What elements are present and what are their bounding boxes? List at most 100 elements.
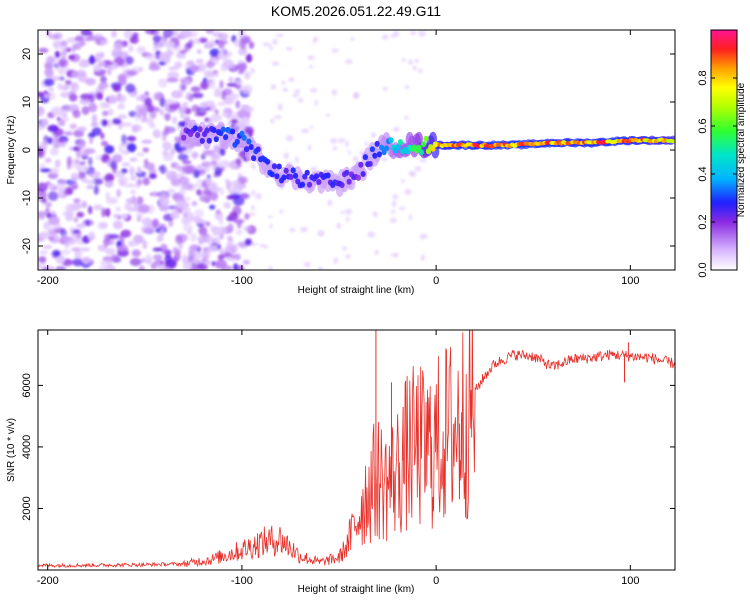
noise-blob [110, 237, 116, 246]
noise-blob [255, 193, 262, 200]
ridge-cell [418, 149, 424, 156]
noise-blob [235, 158, 242, 165]
noise-blob [210, 104, 216, 112]
noise-blob [44, 67, 54, 78]
noise-blob [152, 247, 163, 252]
noise-blob [121, 134, 127, 144]
noise-blob [285, 135, 294, 142]
ridge-cell [239, 130, 245, 137]
noise-blob [282, 87, 288, 92]
noise-blob [130, 175, 137, 181]
noise-blob [147, 117, 154, 127]
noise-blob [100, 140, 109, 147]
noise-blob [152, 190, 157, 197]
noise-blob [60, 249, 72, 255]
noise-blob [167, 71, 180, 79]
noise-blob [193, 38, 201, 45]
noise-blob [190, 86, 201, 93]
noise-blob [198, 226, 208, 236]
spectrogram-y-tick-label: -10 [21, 190, 33, 206]
noise-blob [152, 129, 161, 139]
snr-y-ticks: 2000 4000 6000 [21, 373, 675, 521]
noise-blob [181, 165, 193, 175]
noise-blob [215, 209, 221, 215]
noise-blob [38, 106, 45, 116]
noise-blob [121, 168, 128, 174]
noise-blob [149, 111, 157, 119]
noise-blob [210, 113, 222, 123]
noise-blob [348, 150, 351, 155]
noise-blob [414, 58, 419, 63]
noise-blob [162, 152, 174, 162]
noise-blob [137, 166, 142, 174]
noise-blob [59, 44, 69, 52]
noise-blob [149, 173, 157, 180]
noise-blob [393, 126, 400, 132]
noise-blob [210, 191, 218, 202]
noise-blob [392, 194, 398, 200]
ridge-cell [325, 172, 331, 179]
noise-blob [182, 182, 193, 191]
noise-blob [393, 31, 400, 37]
snr-x-tick-label: 0 [433, 575, 439, 587]
noise-blob [38, 146, 44, 156]
noise-blob [164, 113, 171, 121]
noise-blob [98, 266, 111, 270]
noise-blob [226, 256, 236, 261]
noise-blob [210, 160, 217, 166]
noise-blob [330, 138, 338, 144]
noise-blob [398, 206, 406, 211]
noise-blob [345, 253, 351, 260]
noise-blob [110, 254, 120, 263]
spectrogram-x-axis-label: Height of straight line (km) [298, 285, 415, 296]
colorbar-ticks: 0.0 0.2 0.4 0.6 0.8 [697, 70, 737, 278]
noise-blob [286, 46, 293, 52]
spectrogram-heatmap [38, 30, 675, 270]
snr-x-ticks: -200 -100 0 100 [37, 330, 640, 587]
ridge-cell [670, 139, 675, 144]
noise-blob [105, 191, 111, 200]
noise-blob [144, 30, 157, 35]
noise-blob [198, 37, 208, 43]
noise-blob [56, 116, 61, 121]
noise-blob [364, 141, 369, 147]
noise-blob [70, 82, 78, 90]
noise-blob [43, 93, 49, 99]
noise-blob [218, 32, 229, 41]
noise-blob [215, 259, 227, 269]
spectrogram-y-tick-label: 20 [21, 48, 33, 60]
noise-blob [217, 226, 227, 235]
noise-blob [219, 186, 224, 196]
noise-blob [85, 179, 96, 185]
noise-blob [117, 176, 129, 184]
noise-blob [205, 41, 212, 48]
noise-blob [112, 118, 122, 125]
noise-blob [79, 161, 86, 166]
noise-blob [147, 204, 155, 215]
noise-blob [54, 159, 61, 168]
noise-blob [190, 233, 197, 242]
noise-blob [129, 36, 139, 44]
ridge-cell [360, 171, 366, 177]
noise-blob [128, 166, 135, 176]
noise-blob [58, 76, 65, 81]
ridge-cell [269, 171, 275, 178]
noise-blob [116, 245, 129, 252]
noise-blob [69, 123, 78, 130]
noise-blob [233, 38, 240, 48]
noise-blob [172, 116, 178, 125]
noise-blob [164, 259, 177, 268]
noise-blob [48, 86, 54, 92]
noise-blob [76, 211, 85, 218]
noise-blob [195, 58, 204, 64]
ridge-cell [346, 178, 352, 185]
spectrogram-y-tick-label: 0 [21, 147, 33, 153]
snr-y-axis-label: SNR (10 * v/v) [6, 418, 17, 482]
noise-blob [112, 43, 124, 50]
noise-blob [48, 33, 60, 40]
ridge-cell [246, 138, 252, 145]
noise-blob [78, 61, 90, 68]
noise-blob [85, 77, 97, 86]
noise-blob [250, 205, 255, 211]
